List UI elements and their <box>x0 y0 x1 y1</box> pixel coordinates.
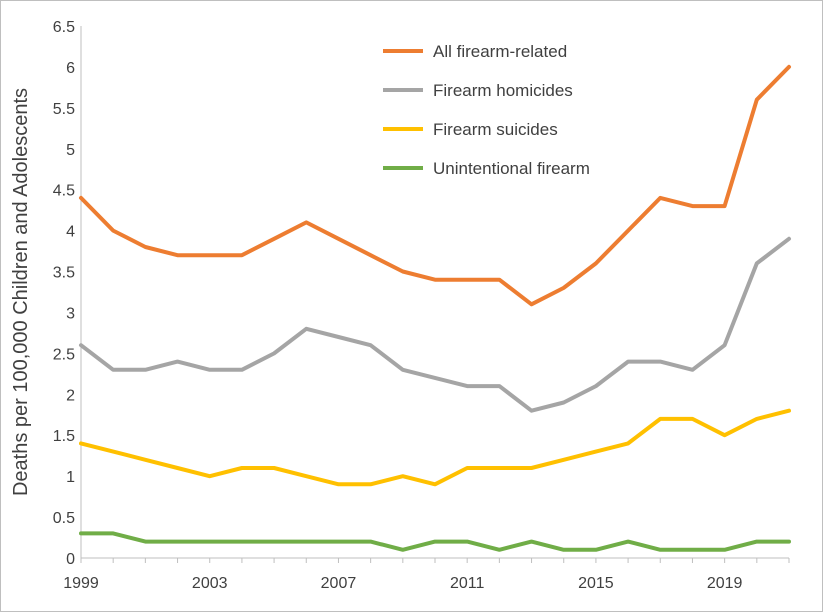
series-line <box>79 236 791 413</box>
y-tick-label: 5.5 <box>53 101 75 118</box>
y-tick-label: 4 <box>66 224 75 241</box>
y-axis-label: Deaths per 100,000 Children and Adolesce… <box>10 88 32 496</box>
legend-label: Unintentional firearm <box>433 159 590 178</box>
legend-label: Firearm suicides <box>433 120 558 139</box>
series-line <box>79 531 791 552</box>
x-tick-label: 2007 <box>321 575 357 592</box>
y-tick-label: 1 <box>66 469 75 486</box>
series-line <box>79 64 791 307</box>
y-tick-label: 3.5 <box>53 265 75 282</box>
y-tick-label: 0.5 <box>53 510 75 527</box>
series-line <box>79 408 791 487</box>
y-tick-label: 6.5 <box>53 19 75 36</box>
y-tick-label: 0 <box>66 551 75 568</box>
y-tick-label: 3 <box>66 305 75 322</box>
y-tick-label: 2 <box>66 387 75 404</box>
x-tick-label: 2019 <box>707 575 743 592</box>
x-tick-label: 1999 <box>63 575 99 592</box>
legend-label: Firearm homicides <box>433 81 573 100</box>
x-tick-label: 2015 <box>578 575 614 592</box>
y-tick-label: 2.5 <box>53 346 75 363</box>
y-tick-label: 4.5 <box>53 183 75 200</box>
y-tick-label: 5 <box>66 142 75 159</box>
y-tick-label: 1.5 <box>53 428 75 445</box>
y-tick-label: 6 <box>66 60 75 77</box>
x-tick-label: 2003 <box>192 575 228 592</box>
x-tick-label: 2011 <box>450 575 485 592</box>
legend-label: All firearm-related <box>433 42 567 61</box>
